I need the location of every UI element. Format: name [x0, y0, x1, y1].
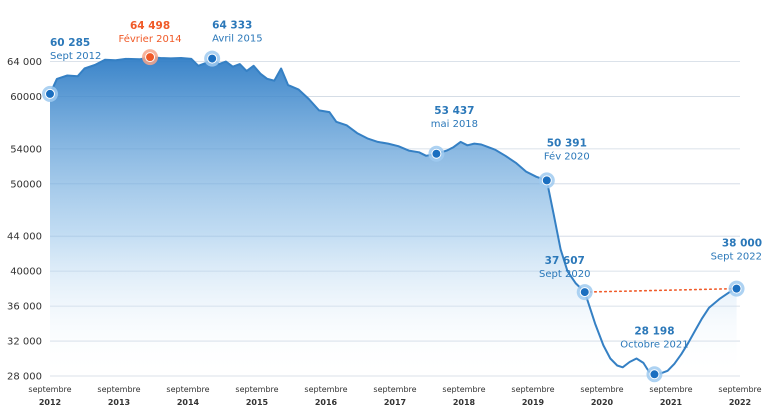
annotation-label: Octobre 2021 — [620, 339, 688, 350]
x-tick-year: 2013 — [108, 398, 130, 407]
x-tick-label: septembre — [442, 385, 485, 394]
area-fill — [50, 57, 737, 376]
x-tick-year: 2017 — [384, 398, 406, 407]
x-tick-year: 2014 — [177, 398, 200, 407]
y-tick-label: 32 000 — [7, 337, 42, 348]
x-axis: septembre 2012 septembre 2013 septembre 2014 s… — [28, 385, 761, 407]
x-tick-label: septembre — [235, 385, 278, 394]
series-line — [49, 56, 738, 376]
data-point-marker — [579, 287, 590, 298]
y-tick-label: 28 000 — [7, 372, 42, 383]
data-point-marker — [207, 53, 218, 64]
area-fill-group — [50, 57, 737, 376]
x-tick-year: 2012 — [39, 398, 61, 407]
data-point-marker — [541, 175, 552, 186]
annotation-label: Sept 2022 — [711, 252, 762, 263]
line-group — [49, 56, 738, 376]
y-axis: 28 000 32 000 36 000 40000 44 000 50000 54000 6… — [7, 57, 42, 383]
x-tick-year: 2020 — [591, 398, 614, 407]
annotation-value: 64 498 — [130, 20, 170, 32]
annotation-value: 64 333 — [212, 20, 252, 32]
x-tick-label: septembre — [304, 385, 347, 394]
annotation-value: 38 000 — [722, 238, 762, 250]
data-point-marker — [731, 283, 742, 294]
x-tick-year: 2021 — [660, 398, 683, 407]
annotation-label: Avril 2015 — [212, 34, 262, 45]
x-tick-label: septembre — [97, 385, 140, 394]
x-tick-label: septembre — [373, 385, 416, 394]
annotation-value: 60 285 — [50, 37, 90, 49]
x-tick-label: septembre — [511, 385, 554, 394]
annotation-value: 37 607 — [545, 255, 585, 267]
y-tick-label: 40000 — [10, 267, 42, 278]
x-tick-year: 2015 — [246, 398, 269, 407]
x-tick-label: septembre — [649, 385, 692, 394]
annotation-value: 50 391 — [547, 137, 587, 149]
y-tick-label: 64 000 — [7, 57, 42, 68]
x-tick-label: septembre — [166, 385, 209, 394]
data-point-marker — [649, 369, 660, 380]
trend-line-group — [583, 287, 738, 293]
annotation-label: Sept 2012 — [50, 51, 101, 62]
x-tick-year: 2022 — [729, 398, 751, 407]
annotation-label: Sept 2020 — [539, 269, 590, 280]
x-tick-label: septembre — [28, 385, 71, 394]
data-point-marker — [145, 52, 156, 63]
x-tick-label: septembre — [718, 385, 761, 394]
data-point-marker — [45, 88, 55, 99]
y-tick-label: 50000 — [10, 179, 42, 190]
data-point-marker — [431, 148, 442, 159]
y-tick-label: 36 000 — [7, 302, 42, 313]
y-tick-label: 54000 — [10, 144, 42, 155]
annotation-value: 28 198 — [634, 325, 674, 337]
y-tick-label: 60000 — [10, 92, 42, 103]
x-tick-label: septembre — [580, 385, 623, 394]
y-tick-label: 44 000 — [7, 232, 42, 243]
trend-line — [583, 287, 738, 293]
x-tick-year: 2019 — [522, 398, 545, 407]
x-tick-year: 2016 — [315, 398, 338, 407]
markers-group — [42, 49, 745, 383]
x-tick-year: 2018 — [453, 398, 476, 407]
annotation-label: Février 2014 — [119, 33, 182, 45]
annotation-label: mai 2018 — [431, 119, 478, 130]
annotation-label: Fév 2020 — [544, 150, 590, 162]
annotation-value: 53 437 — [434, 105, 474, 117]
